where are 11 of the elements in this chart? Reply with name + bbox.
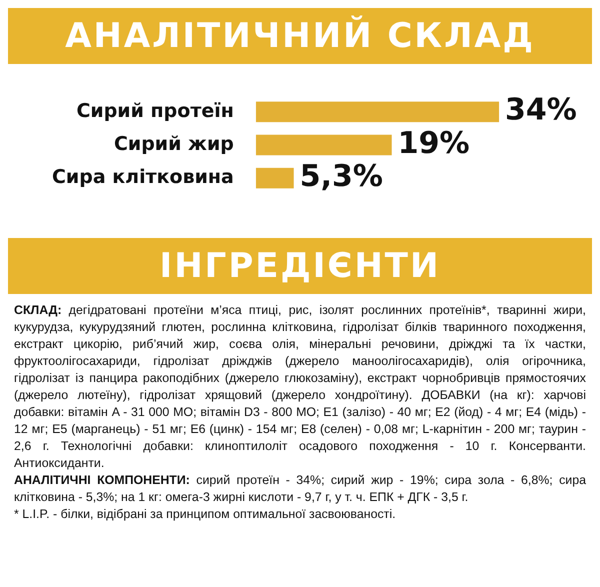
text: ІНГРЕДІЄНТИ: [8, 238, 592, 294]
text: СКЛАД: дегідратовані протеїни м’яса птиці, рис, ізолят рослинних протеїнів*, тваринні жири, кукурудза, кукурудзяний глютен, рослинна клітковина, гідролізат білків тваринного походження, екстракт цикорію, риб’ячий жир, соєва олія, мінеральні речовини, дріжджі та їх частки, фруктоолігосахариди, гідролізат дріжджів (джерело маноолігосахаридів), олія огірочника, гідролізат із панцира ракоподібних (джерело глюкозаміну), екстракт чорнобривців прямостоячих (джерело лютеїну), гідролізат хрящовий (джерело хондроїтину). ДОБАВКИ (на кг): харчові добавки: вітамін A - 31 000 МО; вітамін D3 - 800 МО; E1 (залізо) - 40 мг; E2 (йод) - 4 мг; E4 (мідь) - 12 мг; E5 (марганець) - 51 мг; E6 (цинк) - 154 мг; E8 (селен) - 0,08 мг; L-карнітин - 200 мг; таурин - 2,6 г. Технологічні добавки: клиноптилоліт осадового походження - 10 г. Консерванти. Антиоксиданти.: [14, 303, 586, 470]
y-tick-label: Сирий протеїн: [76, 100, 234, 122]
y-tick-label: Сира клітковина: [52, 166, 234, 188]
text: АНАЛІТИЧНІ КОМПОНЕНТИ: сирий протеїн - 34%; сирий жир - 19%; сира зола - 6,8%; сира клітковина - 5,3%; на 1 кг: омега-3 жирні кислоти - 9,7 г, у т. ч. ЕПК + ДГК - 3,5 г.: [14, 472, 586, 506]
y-tick-label: Сирий жир: [114, 132, 234, 155]
data-label: 34%: [505, 92, 577, 128]
data-label: 5,3%: [300, 158, 383, 194]
data-label: 19%: [398, 126, 470, 161]
text: * L.I.P. - білки, відібрані за принципом оптимальної засвоюваності.: [14, 506, 397, 523]
chart-title: АНАЛІТИЧНИЙ СКЛАД: [8, 8, 592, 64]
